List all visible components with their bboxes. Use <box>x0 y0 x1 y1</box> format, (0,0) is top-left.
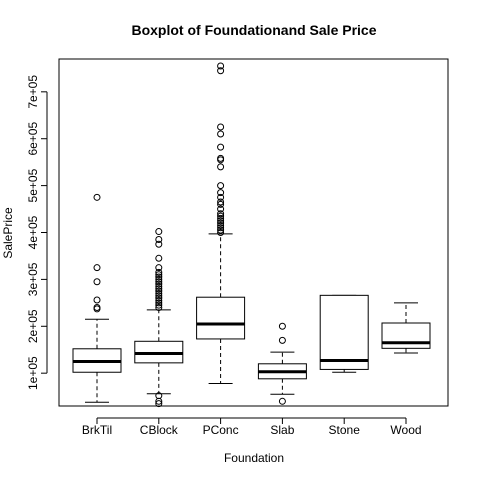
outlier-point <box>217 198 225 206</box>
x-tick-label: Wood <box>390 423 421 437</box>
outlier-point <box>217 193 225 201</box>
box-stone <box>319 294 369 373</box>
x-tick-label: BrkTil <box>82 423 112 437</box>
y-tick-label: 7e+05 <box>26 75 40 109</box>
outlier-point <box>217 163 225 171</box>
y-tick-label: 3e+05 <box>26 262 40 296</box>
outlier-point <box>155 254 163 262</box>
box-slab <box>257 322 307 405</box>
outlier-point <box>217 224 225 232</box>
box-pconc <box>196 62 246 384</box>
outlier-point <box>155 278 163 286</box>
y-tick-label: 5e+05 <box>26 168 40 202</box>
y-tick-label: 6e+05 <box>26 122 40 156</box>
outlier-point <box>155 296 163 304</box>
x-tick-label: Stone <box>329 423 361 437</box>
outlier-point <box>217 219 225 227</box>
y-tick-label: 4e+05 <box>26 215 40 249</box>
chart-title: Boxplot of Foundationand Sale Price <box>131 22 376 38</box>
box-wood <box>381 302 431 354</box>
outlier-point <box>217 189 225 197</box>
outlier-point <box>278 397 286 405</box>
outlier-point <box>217 229 225 236</box>
x-tick-label: CBlock <box>140 423 179 437</box>
outlier-point <box>155 292 163 300</box>
outlier-point <box>217 210 225 218</box>
y-axis-label: SalePrice <box>1 207 15 259</box>
outlier-point <box>155 392 163 400</box>
outlier-point <box>155 287 163 295</box>
outlier-point <box>155 236 163 244</box>
boxes-group <box>72 62 431 408</box>
outlier-point <box>217 200 225 208</box>
outlier-point <box>217 212 225 220</box>
outlier-point <box>217 154 225 162</box>
x-tick-label: PConc <box>203 423 239 437</box>
outlier-point <box>217 217 225 225</box>
outlier-point <box>155 264 163 272</box>
outlier-point <box>278 336 286 344</box>
outlier-point <box>93 278 101 286</box>
outlier-point <box>155 271 163 279</box>
iqr-box <box>381 322 431 349</box>
y-tick-label: 2e+05 <box>26 309 40 343</box>
outlier-point <box>217 221 225 229</box>
box-cblock <box>134 228 184 408</box>
outlier-point <box>155 299 163 307</box>
outlier-point <box>155 289 163 297</box>
outlier-point <box>217 214 225 222</box>
outlier-point <box>217 130 225 138</box>
outlier-point <box>93 264 101 272</box>
outlier-point <box>155 240 163 248</box>
outlier-point <box>93 193 101 201</box>
iqr-box <box>196 296 246 340</box>
outlier-point <box>217 62 225 70</box>
outlier-point <box>155 273 163 281</box>
outlier-point <box>155 280 163 288</box>
outlier-point <box>155 304 163 312</box>
outlier-point <box>217 143 225 151</box>
outlier-point <box>155 294 163 302</box>
y-axis: 1e+05 2e+05 3e+05 4e+05 5e+05 6e+05 7e+05 <box>26 75 48 390</box>
outlier-point <box>155 282 163 290</box>
outlier-point <box>155 301 163 309</box>
outlier-point <box>217 67 225 75</box>
x-axis-label: Foundation <box>224 451 284 465</box>
outlier-point <box>217 182 225 190</box>
outlier-point <box>217 226 225 234</box>
outlier-point <box>155 285 163 293</box>
outlier-point <box>155 268 163 276</box>
outlier-point <box>155 400 163 408</box>
outlier-point <box>217 123 225 131</box>
outlier-point <box>278 322 286 330</box>
x-axis: BrkTil CBlock PConc Slab Stone Wood <box>82 417 422 437</box>
x-tick-label: Slab <box>270 423 294 437</box>
outlier-point <box>155 275 163 283</box>
iqr-box <box>319 294 369 370</box>
box-brktil <box>72 193 122 403</box>
y-tick-label: 1e+05 <box>26 356 40 390</box>
outlier-point <box>93 304 101 312</box>
outlier-point <box>93 296 101 304</box>
outlier-point <box>155 228 163 236</box>
plot-frame <box>58 58 449 407</box>
outlier-point <box>217 205 225 213</box>
